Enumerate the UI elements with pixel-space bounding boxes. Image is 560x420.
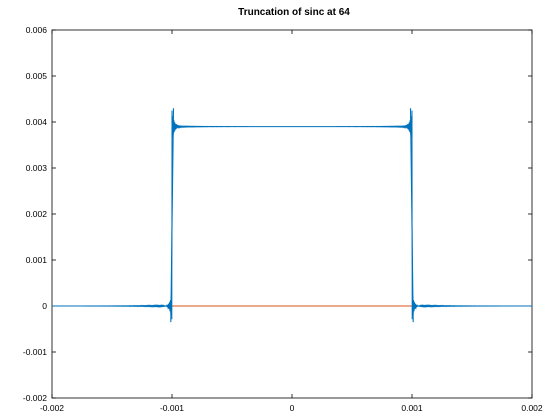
- y-tick-label: 0.005: [26, 71, 48, 81]
- x-tick-label: 0: [290, 403, 295, 413]
- x-tick-label: -0.001: [160, 403, 184, 413]
- y-tick-label: 0.006: [26, 25, 48, 35]
- y-tick-label: 0.004: [26, 117, 48, 127]
- axes-frame: [52, 30, 532, 398]
- y-tick-label: 0.003: [26, 163, 48, 173]
- x-tick-label: -0.002: [40, 403, 64, 413]
- y-tick-label: 0: [42, 301, 47, 311]
- y-tick-label: 0.002: [26, 209, 48, 219]
- x-tick-label: 0.002: [521, 403, 543, 413]
- plot-area: -0.002 -0.001 0 0.001 0.002 -0.002 -0.001 0 0.00…: [23, 25, 543, 413]
- y-tick-label: -0.002: [23, 393, 47, 403]
- chart-title: Truncation of sinc at 64: [238, 7, 350, 18]
- y-tick-label: -0.001: [23, 347, 47, 357]
- y-tick-label: 0.001: [26, 255, 48, 265]
- x-tick-label: 0.001: [401, 403, 423, 413]
- series-truncated-sinc: [52, 110, 532, 319]
